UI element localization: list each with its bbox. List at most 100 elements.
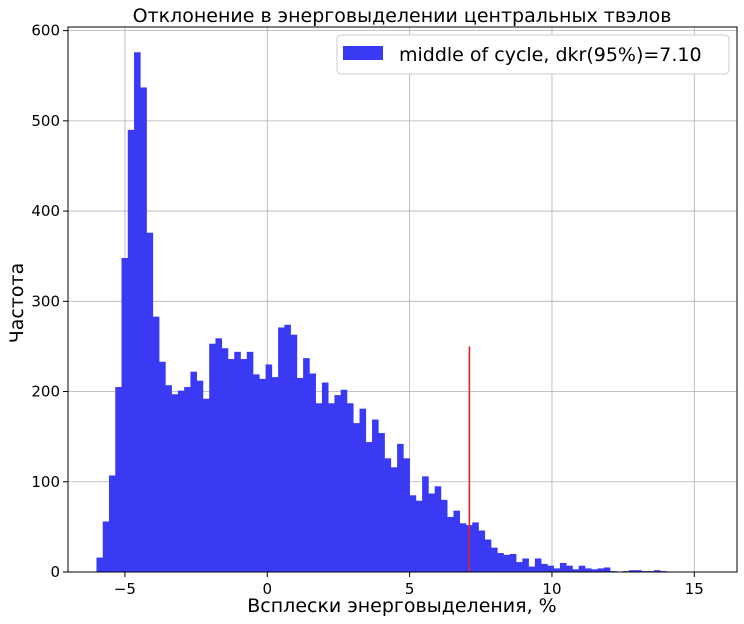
histogram-bar: [372, 419, 379, 572]
histogram-bar: [108, 475, 116, 572]
histogram-bar: [115, 387, 122, 572]
histogram-bar: [253, 374, 260, 572]
legend: middle of cycle, dkr(95%)=7.10: [336, 34, 730, 75]
histogram-bar: [578, 565, 586, 572]
histogram-bar: [516, 562, 523, 572]
x-tick-label: −5: [114, 580, 136, 598]
histogram-bar: [384, 458, 392, 572]
histogram-bar: [447, 516, 454, 572]
y-tick-label: 200: [31, 383, 60, 401]
histogram-bar: [528, 566, 536, 572]
histogram-bar: [315, 403, 323, 572]
histogram-bar: [434, 486, 442, 572]
histogram-bar: [509, 553, 517, 572]
histogram-bar: [234, 351, 241, 572]
histogram-bar: [415, 500, 423, 572]
histogram-bar: [566, 565, 573, 572]
histogram-bar: [152, 316, 160, 572]
histogram-bar: [422, 476, 429, 572]
histogram-bar: [202, 398, 210, 572]
histogram-bar: [96, 557, 104, 572]
histogram-bar: [215, 338, 223, 572]
histogram-bar: [159, 361, 166, 572]
histogram-bar: [378, 433, 385, 572]
y-tick-label: 100: [31, 473, 60, 491]
histogram-bar: [409, 495, 417, 572]
histogram-bar: [653, 570, 661, 572]
histogram-bar: [190, 371, 197, 572]
y-tick-label: 500: [31, 112, 60, 130]
x-tick-label: 10: [542, 580, 561, 598]
histogram-bar: [240, 359, 248, 572]
legend-swatch: [343, 46, 383, 60]
histogram-bar: [171, 394, 179, 572]
histogram-bar: [603, 567, 611, 572]
histogram-bar: [541, 563, 548, 572]
histogram-bar: [628, 570, 636, 572]
histogram-bar: [553, 568, 561, 572]
histogram-bar: [353, 423, 360, 572]
histogram-bar: [522, 558, 529, 572]
histogram-bar: [635, 570, 642, 572]
histogram-bar: [209, 343, 216, 572]
histogram-bar: [271, 377, 279, 572]
histogram-bar: [572, 569, 580, 572]
histogram-bar: [503, 554, 511, 572]
histogram-bar: [303, 358, 310, 572]
histogram-bar: [127, 129, 135, 572]
histogram-bar: [459, 523, 467, 572]
y-tick-label: 0: [50, 563, 60, 581]
plot-frame: [67, 26, 738, 573]
histogram-bar: [403, 458, 410, 572]
x-tick-label: 15: [685, 580, 704, 598]
histogram-bar: [321, 382, 329, 572]
y-axis-label: Частота: [6, 263, 28, 344]
y-tick-label: 400: [31, 202, 60, 220]
histogram-bar: [597, 568, 605, 572]
histogram-bar: [390, 467, 398, 572]
y-axis-ticks: 0 100 200 300 400 500 600: [31, 22, 68, 581]
histogram-bar: [309, 373, 316, 572]
histogram-bar: [184, 387, 191, 572]
histogram-bar: [397, 443, 404, 572]
histogram-bar: [146, 232, 154, 573]
histogram-bar: [365, 442, 373, 572]
histogram-bar: [290, 334, 298, 572]
histogram-bar: [296, 378, 304, 572]
histogram-bar: [428, 493, 435, 572]
histogram-bar: [227, 359, 235, 572]
histogram-bar: [472, 522, 479, 572]
legend-label: middle of cycle, dkr(95%)=7.10: [399, 44, 702, 66]
y-tick-label: 300: [31, 292, 60, 310]
histogram-bar: [346, 403, 354, 572]
histogram-bar: [484, 539, 492, 572]
histogram-bar: [196, 380, 204, 572]
histogram-bar: [340, 389, 348, 572]
histogram-bar: [265, 364, 273, 572]
histogram-bar: [140, 87, 147, 573]
histogram-bar: [559, 562, 567, 572]
histogram-bar: [177, 390, 185, 572]
histogram-bar: [359, 408, 367, 572]
y-tick-label: 600: [31, 22, 60, 40]
histogram-bar: [328, 403, 335, 572]
histogram-bar: [259, 378, 266, 572]
histogram-bar: [121, 257, 129, 572]
histogram-bar: [284, 324, 291, 572]
histogram-bar: [453, 510, 461, 572]
histogram-bar: [134, 52, 141, 573]
histogram-bar: [591, 569, 598, 572]
x-axis-label: Всплески энерговыделения, %: [247, 595, 556, 617]
legend-box: [336, 34, 730, 75]
histogram-bar: [497, 553, 504, 572]
histogram-bar: [278, 327, 285, 572]
histogram-bar: [246, 351, 254, 572]
x-axis-ticks: −5 0 5 10 15: [114, 572, 704, 598]
histogram-bar: [491, 547, 498, 572]
histogram-bar: [221, 348, 229, 572]
histogram-bar: [102, 521, 110, 572]
histogram-bar: [478, 530, 486, 572]
histogram-bar: [534, 558, 542, 572]
x-tick-label: 0: [263, 580, 273, 598]
chart-title: Отклонение в энерговыделении центральных…: [133, 5, 672, 27]
